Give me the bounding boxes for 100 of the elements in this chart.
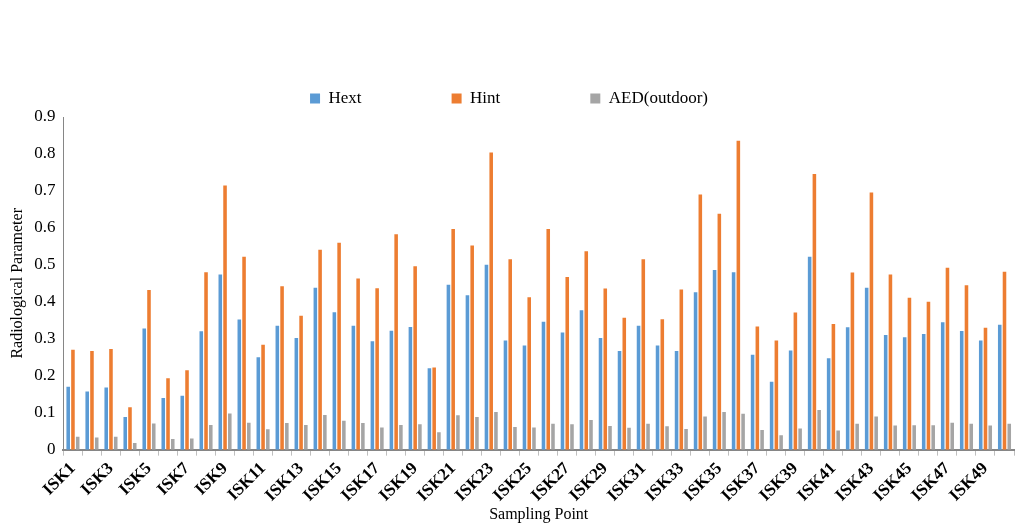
- bar: [779, 435, 783, 450]
- bar: [132, 442, 137, 450]
- bar: [418, 424, 422, 450]
- bar: [166, 378, 170, 450]
- bar: [665, 426, 669, 450]
- bar: [147, 289, 151, 450]
- bar: [432, 367, 436, 450]
- bar: [565, 277, 570, 450]
- bar: [151, 423, 156, 450]
- bar: [394, 234, 398, 450]
- bar: [551, 423, 555, 450]
- bar: [608, 425, 612, 450]
- bar: [128, 407, 132, 450]
- bar: [356, 278, 360, 450]
- bar: [494, 411, 498, 450]
- bar: [180, 395, 185, 450]
- bar: [299, 315, 303, 450]
- bar: [959, 331, 964, 450]
- bar: [489, 152, 493, 450]
- bar: [646, 423, 650, 450]
- bar: [228, 413, 232, 450]
- y-tick-label: 0.3: [34, 328, 56, 348]
- bar: [950, 422, 954, 450]
- legend-label: Hint: [470, 87, 501, 107]
- bar: [532, 427, 536, 450]
- bar: [589, 420, 593, 450]
- bar: [94, 437, 99, 450]
- bar: [584, 251, 589, 450]
- bar: [513, 427, 517, 450]
- bar: [161, 397, 166, 450]
- bar: [204, 272, 208, 450]
- bar: [247, 422, 251, 450]
- bar: [375, 288, 379, 450]
- bar: [342, 420, 346, 450]
- bar: [85, 391, 89, 450]
- bar: [242, 256, 246, 450]
- y-tick-label: 0.6: [34, 217, 56, 237]
- bar: [874, 416, 878, 450]
- bar: [223, 185, 227, 450]
- y-tick-label: 0: [46, 439, 56, 459]
- bar: [304, 424, 308, 450]
- y-axis-title: Radiological Parameter: [7, 207, 26, 359]
- legend-label: AED(outdoor): [608, 87, 708, 107]
- bar: [199, 331, 204, 450]
- bar: [266, 429, 270, 450]
- bar: [570, 424, 574, 450]
- bar: [323, 414, 327, 450]
- bar: [280, 286, 284, 450]
- bar: [437, 432, 441, 450]
- y-tick-label: 0.8: [34, 143, 56, 163]
- y-tick-label: 0.9: [34, 106, 56, 126]
- legend-label: Hext: [328, 87, 362, 107]
- bar: [760, 430, 764, 450]
- bar: [988, 425, 993, 450]
- x-axis-title: Sampling Point: [489, 504, 589, 523]
- bar: [123, 417, 128, 450]
- bar: [893, 425, 897, 450]
- bar: [209, 424, 213, 450]
- bar: [66, 386, 70, 450]
- y-tick-label: 0.7: [34, 180, 56, 200]
- bar: [722, 411, 726, 450]
- bar: [969, 423, 974, 450]
- bar: [113, 436, 118, 450]
- y-tick-label: 0.1: [34, 402, 56, 422]
- bar: [185, 370, 189, 450]
- bar: [798, 428, 802, 450]
- bar: [71, 349, 75, 450]
- bar: [285, 423, 289, 450]
- bar: [189, 438, 194, 450]
- bar: [109, 349, 113, 450]
- bar: [361, 423, 365, 450]
- bar: [931, 425, 935, 450]
- bar: [104, 387, 109, 450]
- bar: [475, 417, 479, 450]
- y-tick-label: 0.5: [34, 254, 56, 274]
- bar: [337, 242, 341, 450]
- bar: [741, 413, 745, 450]
- bar: [997, 324, 1002, 450]
- bar: [380, 427, 384, 450]
- bar: [261, 344, 265, 450]
- bar: [451, 228, 455, 450]
- y-tick-label: 0.4: [34, 291, 56, 311]
- bar: [508, 259, 512, 450]
- bar: [142, 328, 147, 450]
- bar: [912, 425, 916, 450]
- bar: [817, 410, 821, 450]
- bar: [470, 245, 474, 450]
- y-tick-label: 0.2: [34, 365, 56, 385]
- bar: [836, 430, 840, 450]
- bar: [170, 438, 175, 450]
- bar: [318, 249, 322, 450]
- bar: [978, 340, 983, 450]
- bar: [546, 228, 551, 450]
- bar: [90, 350, 94, 450]
- bar: [1007, 423, 1012, 450]
- bar: [527, 297, 531, 450]
- bar: [399, 424, 403, 450]
- bar: [622, 317, 627, 450]
- bar: [456, 415, 460, 450]
- bar: [627, 427, 631, 450]
